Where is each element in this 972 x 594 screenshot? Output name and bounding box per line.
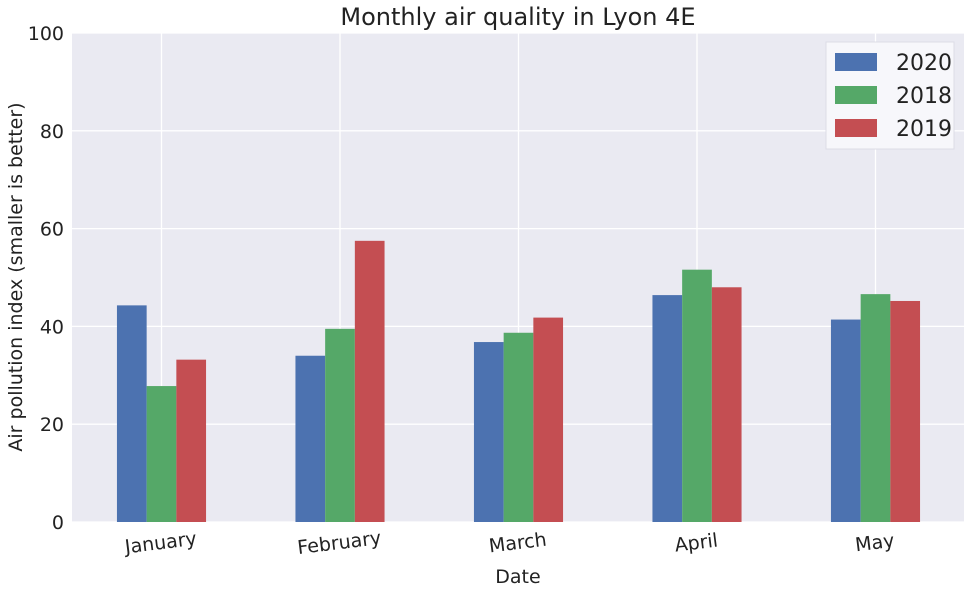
x-axis-ticks: January February March April May	[123, 527, 896, 559]
x-axis-label: Date	[495, 566, 540, 588]
bar-2020-may	[830, 319, 861, 522]
bar-2018-january	[146, 386, 177, 522]
bar-2018-february	[325, 328, 355, 522]
bar-2019-may	[890, 300, 921, 522]
bar-2020-january	[116, 305, 147, 522]
bar-2019-january	[176, 359, 207, 522]
y-axis-label: Air pollution index (smaller is better)	[5, 102, 27, 451]
y-axis-ticks: 0 20 40 60 80 100	[28, 23, 64, 534]
y-tick-label: 100	[28, 23, 64, 45]
y-tick-label: 80	[40, 121, 64, 143]
y-tick-label: 20	[40, 414, 64, 436]
bar-2018-march	[503, 332, 534, 522]
legend-swatch-2018	[835, 86, 877, 104]
chart-title: Monthly air quality in Lyon 4E	[340, 3, 695, 31]
bar-2020-april	[652, 295, 683, 522]
legend-label-2019: 2019	[896, 117, 952, 142]
legend: 2020 2018 2019	[825, 41, 955, 150]
legend-swatch-2020	[835, 53, 877, 71]
legend-swatch-2019	[835, 119, 877, 137]
x-tick-label: March	[488, 529, 548, 558]
x-tick-label: April	[673, 529, 719, 556]
y-tick-label: 0	[52, 512, 64, 534]
legend-label-2020: 2020	[896, 51, 952, 76]
bar-2018-may	[860, 294, 891, 522]
bar-2018-april	[682, 269, 712, 522]
bar-2020-february	[295, 355, 326, 522]
bar-2019-april	[711, 287, 742, 522]
x-tick-label: January	[123, 528, 198, 559]
legend-label-2018: 2018	[896, 84, 952, 109]
y-tick-label: 40	[40, 316, 64, 338]
bars	[116, 240, 921, 522]
x-tick-label: May	[854, 530, 896, 557]
bar-2020-march	[473, 342, 504, 522]
y-tick-label: 60	[40, 219, 64, 241]
bar-2019-february	[354, 240, 385, 522]
bar-2019-march	[533, 317, 564, 522]
x-tick-label: February	[296, 527, 382, 559]
